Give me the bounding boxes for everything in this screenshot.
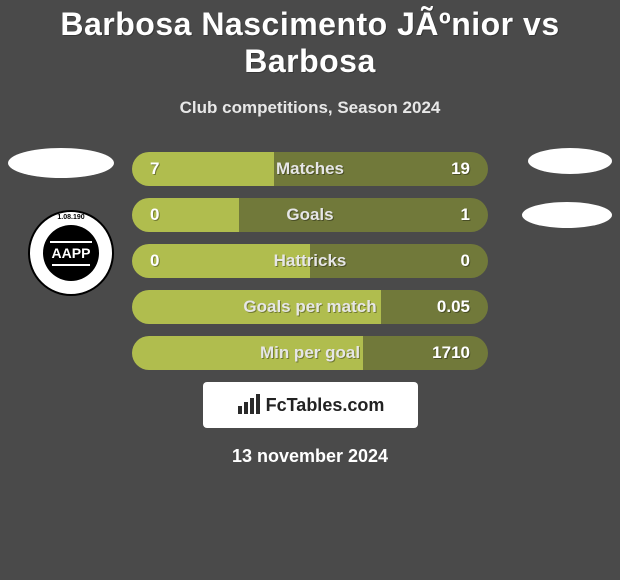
- brand-box: FcTables.com: [203, 382, 418, 428]
- stat-row: 0.05Goals per match: [132, 290, 488, 324]
- brand-label: FcTables.com: [266, 395, 385, 416]
- stat-rows: 719Matches 01Goals 00Hattricks 0.05Goals pe…: [132, 152, 488, 370]
- page-subtitle: Club competitions, Season 2024: [0, 98, 620, 118]
- stat-label: Hattricks: [132, 244, 488, 278]
- bars-icon: [236, 394, 262, 416]
- stat-row: 719Matches: [132, 152, 488, 186]
- date-label: 13 november 2024: [0, 446, 620, 467]
- club-badge: 1.08.190 AAPP: [28, 210, 114, 296]
- player-right-placeholder-2: [522, 202, 612, 228]
- stat-label: Goals: [132, 198, 488, 232]
- player-left-placeholder: [8, 148, 114, 178]
- stat-row: 1710Min per goal: [132, 336, 488, 370]
- comparison-card: Barbosa Nascimento JÃºnior vs Barbosa Cl…: [0, 0, 620, 467]
- stat-row: 01Goals: [132, 198, 488, 232]
- page-title: Barbosa Nascimento JÃºnior vs Barbosa: [0, 0, 620, 80]
- stat-label: Min per goal: [132, 336, 488, 370]
- player-right-placeholder-1: [528, 148, 612, 174]
- badge-subtext: 1.08.190: [57, 214, 84, 221]
- content-area: 1.08.190 AAPP 719Matches 01Goals 00Hattric…: [0, 152, 620, 467]
- badge-text: AAPP: [52, 245, 91, 261]
- stat-label: Matches: [132, 152, 488, 186]
- stat-row: 00Hattricks: [132, 244, 488, 278]
- stat-label: Goals per match: [132, 290, 488, 324]
